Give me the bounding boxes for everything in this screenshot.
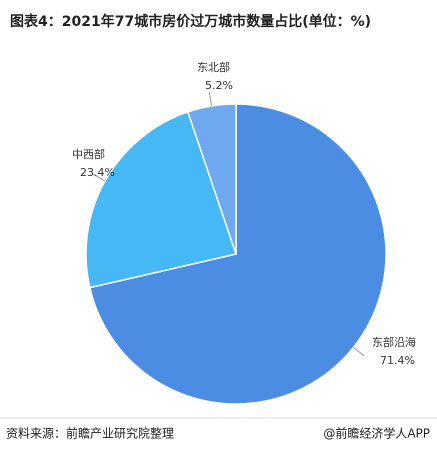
value-label: 5.2% <box>205 79 233 92</box>
brand: @前瞻经济学人APP <box>323 426 430 441</box>
chart-title: 图表4：2021年77城市房价过万城市数量占比(单位：%) <box>10 13 371 30</box>
value-label: 23.4% <box>80 166 115 179</box>
category-label: 东北部 <box>197 60 230 74</box>
value-label: 71.4% <box>380 354 415 367</box>
leader-line <box>353 347 365 357</box>
category-label: 东部沿海 <box>372 335 416 349</box>
leader-line <box>208 92 213 107</box>
category-label: 中西部 <box>72 147 105 161</box>
pie-slice <box>88 103 387 405</box>
source: 资料来源：前瞻产业研究院整理 <box>6 426 174 441</box>
leader-line <box>92 173 106 182</box>
pie-slice <box>186 103 237 255</box>
